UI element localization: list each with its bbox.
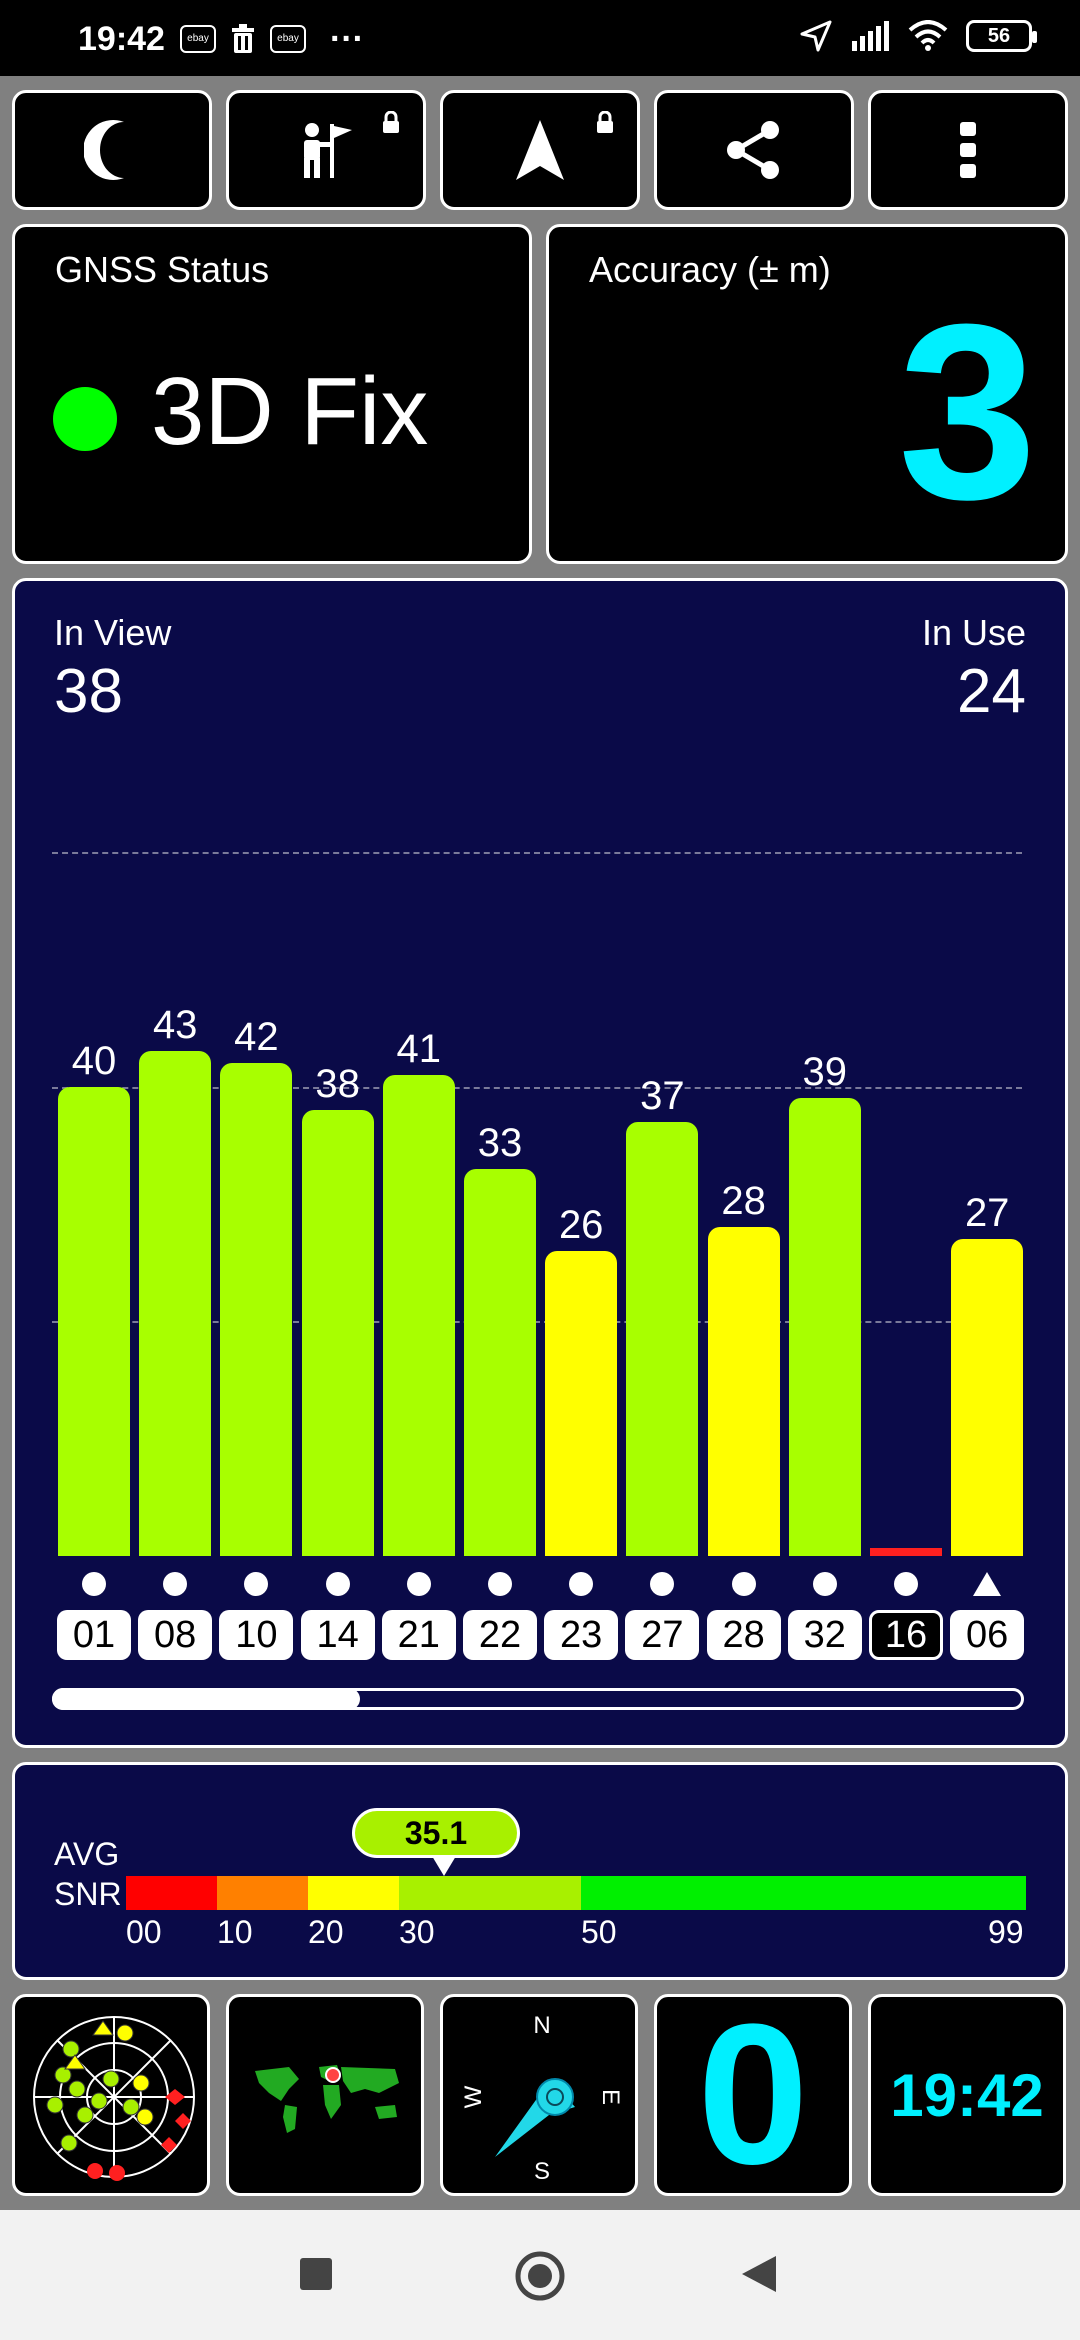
clock-value: 19:42 [890,2061,1044,2129]
night-mode-button[interactable] [12,90,212,210]
snr-label: SNR [54,1876,122,1912]
avg-snr-pointer [432,1856,456,1876]
fix-indicator [53,387,117,451]
avg-snr-value: 35.1 [352,1808,520,1858]
wifi-icon [908,20,948,51]
world-map-tile[interactable] [226,1994,424,2196]
chart-scrollbar-thumb[interactable] [52,1688,360,1710]
battery-icon: 56 [966,20,1037,52]
accuracy-panel[interactable]: Accuracy (± m) 3 [546,224,1068,564]
share-icon [727,121,779,179]
in-use-count: 24 [957,657,1026,726]
satellite-snr-panel[interactable] [12,578,1068,1748]
person-flag-icon [304,123,352,178]
snr-scale-segment [126,1876,217,1910]
sky-plot-icon [33,2016,195,2181]
snr-scale-segment [308,1876,399,1910]
snr-scale-tick: 99 [988,1914,1024,1950]
more-options-button[interactable] [868,90,1068,210]
compass-icon: N S E W [460,2012,624,2185]
snr-scale-segment [399,1876,581,1910]
moon-icon [84,120,124,180]
speed-tile[interactable]: 0 [654,1994,852,2196]
snr-scale-tick: 10 [217,1914,253,1950]
snr-scale-segment [217,1876,308,1910]
compass-s: S [534,2158,550,2185]
accuracy-label: Accuracy (± m) [589,249,831,290]
snr-scale-tick: 30 [399,1914,435,1950]
world-map-icon [251,2063,405,2135]
more-dots-icon: ··· [330,20,364,58]
navigation-arrow-icon [516,120,564,180]
avg-label: AVG [54,1836,120,1872]
trash-icon [232,24,254,53]
clock-tile[interactable]: 19:42 [868,1994,1066,2196]
ebay-icon: ebay [270,25,306,53]
snr-scale-tick: 20 [308,1914,344,1950]
gnss-status-panel[interactable]: GNSS Status 3D Fix [12,224,532,564]
compass-n: N [533,2012,550,2039]
system-navigation-bar [0,2210,1080,2340]
notification-icons: ebay ebay ··· [180,20,364,58]
waypoint-button[interactable] [226,90,426,210]
recents-square-icon[interactable] [300,2258,332,2290]
compass-w: W [460,2085,487,2108]
status-bar: 19:42 ebay ebay ··· 56 [0,0,1080,76]
avg-snr-panel[interactable] [12,1762,1068,1980]
lock-icon [597,111,613,133]
accuracy-value: 3 [897,272,1037,551]
gnss-status-label: GNSS Status [55,249,270,290]
snr-scale-tick: 00 [126,1914,162,1950]
sky-plot-tile[interactable] [12,1994,210,2196]
fix-status: 3D Fix [151,358,429,465]
speed-value: 0 [697,1994,809,2196]
snr-scale-tick: 50 [581,1914,617,1950]
lock-icon [383,111,399,133]
home-circle-icon[interactable] [514,2250,566,2302]
snr-color-scale [126,1876,1026,1910]
system-icons: 56 [800,20,1037,52]
in-use-label: In Use [921,612,1026,653]
in-view-label: In View [54,612,172,653]
location-arrow-icon [800,20,832,52]
navigate-button[interactable] [440,90,640,210]
ebay-icon: ebay [180,25,216,53]
compass-tile[interactable]: N S E W [440,1994,638,2196]
in-view-count: 38 [54,657,123,726]
more-vert-icon [960,122,976,178]
compass-e: E [597,2089,624,2105]
signal-icon [852,21,889,51]
back-triangle-icon[interactable] [742,2256,776,2292]
share-button[interactable] [654,90,854,210]
snr-scale-segment [581,1876,1026,1910]
status-time: 19:42 [78,20,165,58]
